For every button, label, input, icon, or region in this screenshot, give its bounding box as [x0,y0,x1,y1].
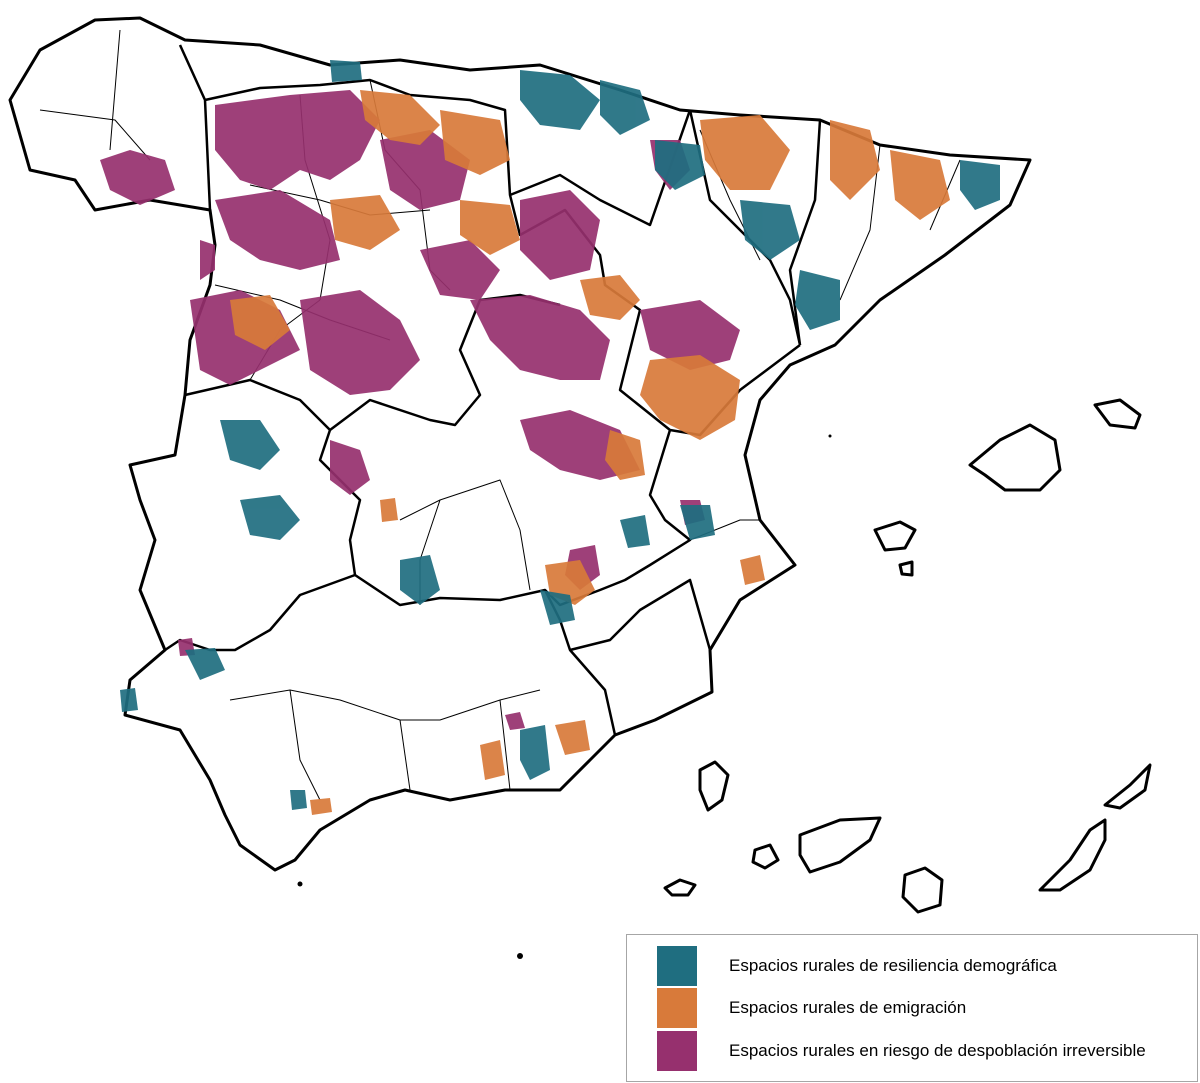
legend-swatch-resilience [657,946,697,986]
legend-label-emigration: Espacios rurales de emigración [729,998,967,1017]
legend-label-depopulation-risk: Espacios rurales en riesgo de despoblaci… [729,1041,1146,1060]
balearic-islands [873,398,1142,577]
canary-islands [663,760,1152,914]
legend-item-resilience: Espacios rurales de resiliencia demográf… [657,944,1057,988]
map-legend: Espacios rurales de resiliencia demográf… [626,934,1198,1082]
emigration-areas [230,90,950,815]
legend-item-depopulation-risk: Espacios rurales en riesgo de despoblaci… [657,1029,1146,1073]
resilience-areas [120,60,1089,863]
legend-swatch-emigration [657,988,697,1028]
legend-label-resilience: Espacios rurales de resiliencia demográf… [729,956,1057,975]
legend-swatch-depopulation-risk [657,1031,697,1071]
legend-item-emigration: Espacios rurales de emigración [657,986,966,1030]
islets [297,434,832,959]
